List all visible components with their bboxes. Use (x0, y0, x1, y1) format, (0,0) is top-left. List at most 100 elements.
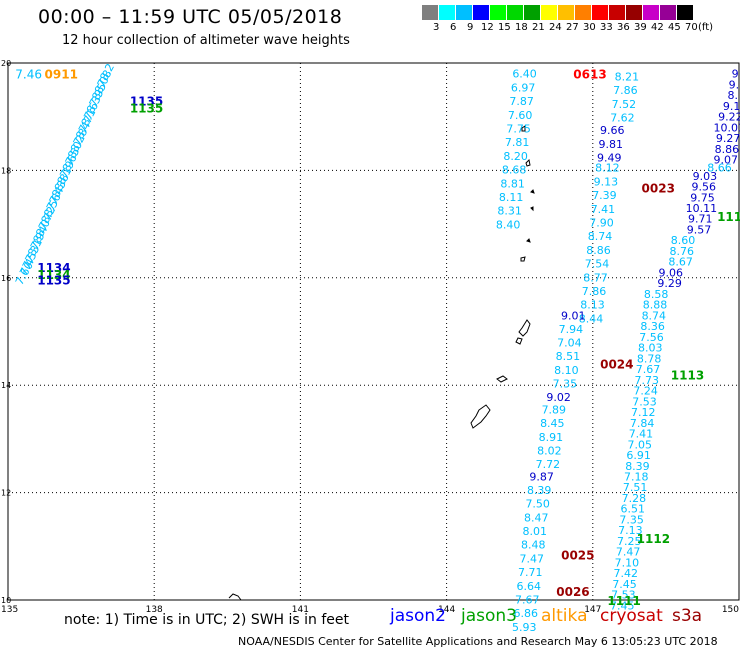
swh-value: 8.60 (671, 234, 696, 247)
pass-time-label: 1113 (671, 368, 704, 382)
swh-value: 8.86 (715, 143, 740, 156)
credit-line: NOAA/NESDIS Center for Satellite Applica… (238, 635, 718, 648)
colorbar-swatch (643, 5, 660, 20)
lat-lon-grid (8, 63, 739, 600)
swh-value: 8.74 (588, 230, 613, 243)
longitude-tick-label: 141 (292, 605, 309, 615)
longitude-tick-label: 135 (1, 605, 18, 615)
colorbar-tick-label: 12 (481, 22, 494, 33)
colorbar-swatch (660, 5, 677, 20)
island-small-3 (530, 189, 535, 194)
legend-entry-jason2: jason2 (390, 606, 446, 626)
swh-value: 8.88 (643, 299, 668, 312)
axis-tick-labels: 135 138 141 144 147 150 10 12 14 16 18 20 (1, 59, 739, 615)
swh-value: 10.03 (714, 121, 740, 134)
footnote: note: 1) Time is in UTC; 2) SWH is in fe… (64, 612, 350, 628)
longitude-tick-label: 144 (438, 605, 455, 615)
latitude-tick-label: 16 (1, 274, 11, 283)
swh-value: 9.22 (718, 111, 740, 124)
colorbar-swatch (677, 5, 694, 20)
swh-value: 8.68 (502, 164, 527, 177)
latitude-tick-label: 10 (1, 596, 11, 605)
swh-value: 8.81 (500, 177, 525, 190)
legend-entry-jason3: jason3 (461, 606, 517, 626)
swh-value: 9 (732, 68, 739, 81)
swh-value: 7.75 (506, 123, 531, 136)
latitude-tick-label: 18 (1, 166, 11, 175)
swh-value: 6.91 (626, 449, 651, 462)
swh-value: 8.51 (556, 350, 581, 363)
colorbar-tick-label: 39 (634, 22, 647, 33)
colorbar-tick-label: 3 (433, 22, 440, 33)
pass-time-label: 1135 (37, 273, 70, 287)
swh-value: 7.84 (630, 417, 655, 430)
swh-value: 7.04 (557, 337, 582, 350)
colorbar-tick-label: 45 (668, 22, 681, 33)
latitude-tick-label: 12 (1, 489, 11, 498)
swh-value: 7.13 (618, 524, 643, 537)
island-outlines (228, 125, 535, 601)
colorbar-swatch (524, 5, 541, 20)
colorbar-swatch (439, 5, 456, 20)
swh-value: 7.10 (615, 556, 640, 569)
swh-value: 8.44 (579, 312, 604, 325)
swh-value: 9.03 (693, 170, 718, 183)
swh-value: 8.86 (586, 244, 611, 257)
swh-value: 6.64 (517, 580, 542, 593)
swh-value: 8.45 (540, 417, 565, 430)
swh-value: 6.86 (514, 607, 539, 620)
colorbar-swatch (490, 5, 507, 20)
rota-island (496, 375, 508, 383)
island-south (228, 593, 242, 601)
swh-value: 8.20 (503, 150, 528, 163)
swh-value: 9.71 (688, 213, 713, 226)
pass-time-label: 0613 (573, 68, 606, 82)
swh-value: 7.81 (505, 136, 530, 149)
swh-value: 7.86 (582, 285, 607, 298)
swh-value: 9.13 (594, 175, 619, 188)
legend-entry-altika: altika (541, 606, 588, 626)
pass-time-label: 1134 (37, 268, 70, 282)
colorbar-tick-label: 27 (566, 22, 579, 33)
colorbar-swatch (575, 5, 592, 20)
swh-value: 8.77 (583, 271, 608, 284)
swh-value: 9.06 (659, 266, 684, 279)
plot-frame (7, 62, 740, 601)
swh-value: 7.72 (536, 458, 561, 471)
swh-value: 9.1 (723, 100, 740, 113)
colorbar-swatch (473, 5, 490, 20)
pass-time-label: 1135 (130, 102, 163, 116)
pass-time-label: 1111 (607, 594, 640, 608)
pass-time-label: 0026 (556, 585, 589, 599)
colorbar-tick-label: 24 (549, 22, 562, 33)
swh-value: 8.02 (537, 444, 562, 457)
satellite-tracks: 6.406.977.877.607.757.818.208.688.818.11… (13, 61, 740, 634)
swh-value: 7.35 (619, 513, 644, 526)
map-subtitle: 12 hour collection of altimeter wave hei… (62, 33, 350, 48)
swh-value: 6.97 (511, 81, 536, 94)
swh-value: 8.74 (642, 309, 667, 322)
legend-entry-s3a: s3a (672, 606, 703, 626)
swh-value: 8.76 (670, 245, 695, 258)
swh-value: 7.24 (633, 385, 658, 398)
swh-value: 8.36 (640, 320, 665, 333)
colorbar-swatch (507, 5, 524, 20)
swh-value: 8.40 (496, 218, 521, 231)
swh-value: 9.81 (599, 138, 624, 151)
swh-value: 9.75 (690, 191, 715, 204)
tinian-island (515, 337, 523, 345)
swh-value: 5.93 (512, 621, 537, 634)
pass-time-label: 0025 (561, 548, 594, 562)
swh-value: 7.54 (585, 258, 610, 271)
swh-value: 7.67 (636, 363, 661, 376)
swh-value: 8.48 (521, 539, 546, 552)
swh-value: 8.39 (625, 460, 650, 473)
swh-value: 7.94 (559, 323, 584, 336)
swh-value: 8.78 (637, 352, 662, 365)
island-small-4 (530, 206, 534, 212)
longitude-tick-label: 150 (722, 605, 739, 615)
swh-value: 8.12 (595, 162, 620, 175)
colorbar-tick-label: 30 (583, 22, 596, 33)
swh-value: 7.67 (515, 593, 540, 606)
pass-time-label: 1112 (637, 532, 670, 546)
